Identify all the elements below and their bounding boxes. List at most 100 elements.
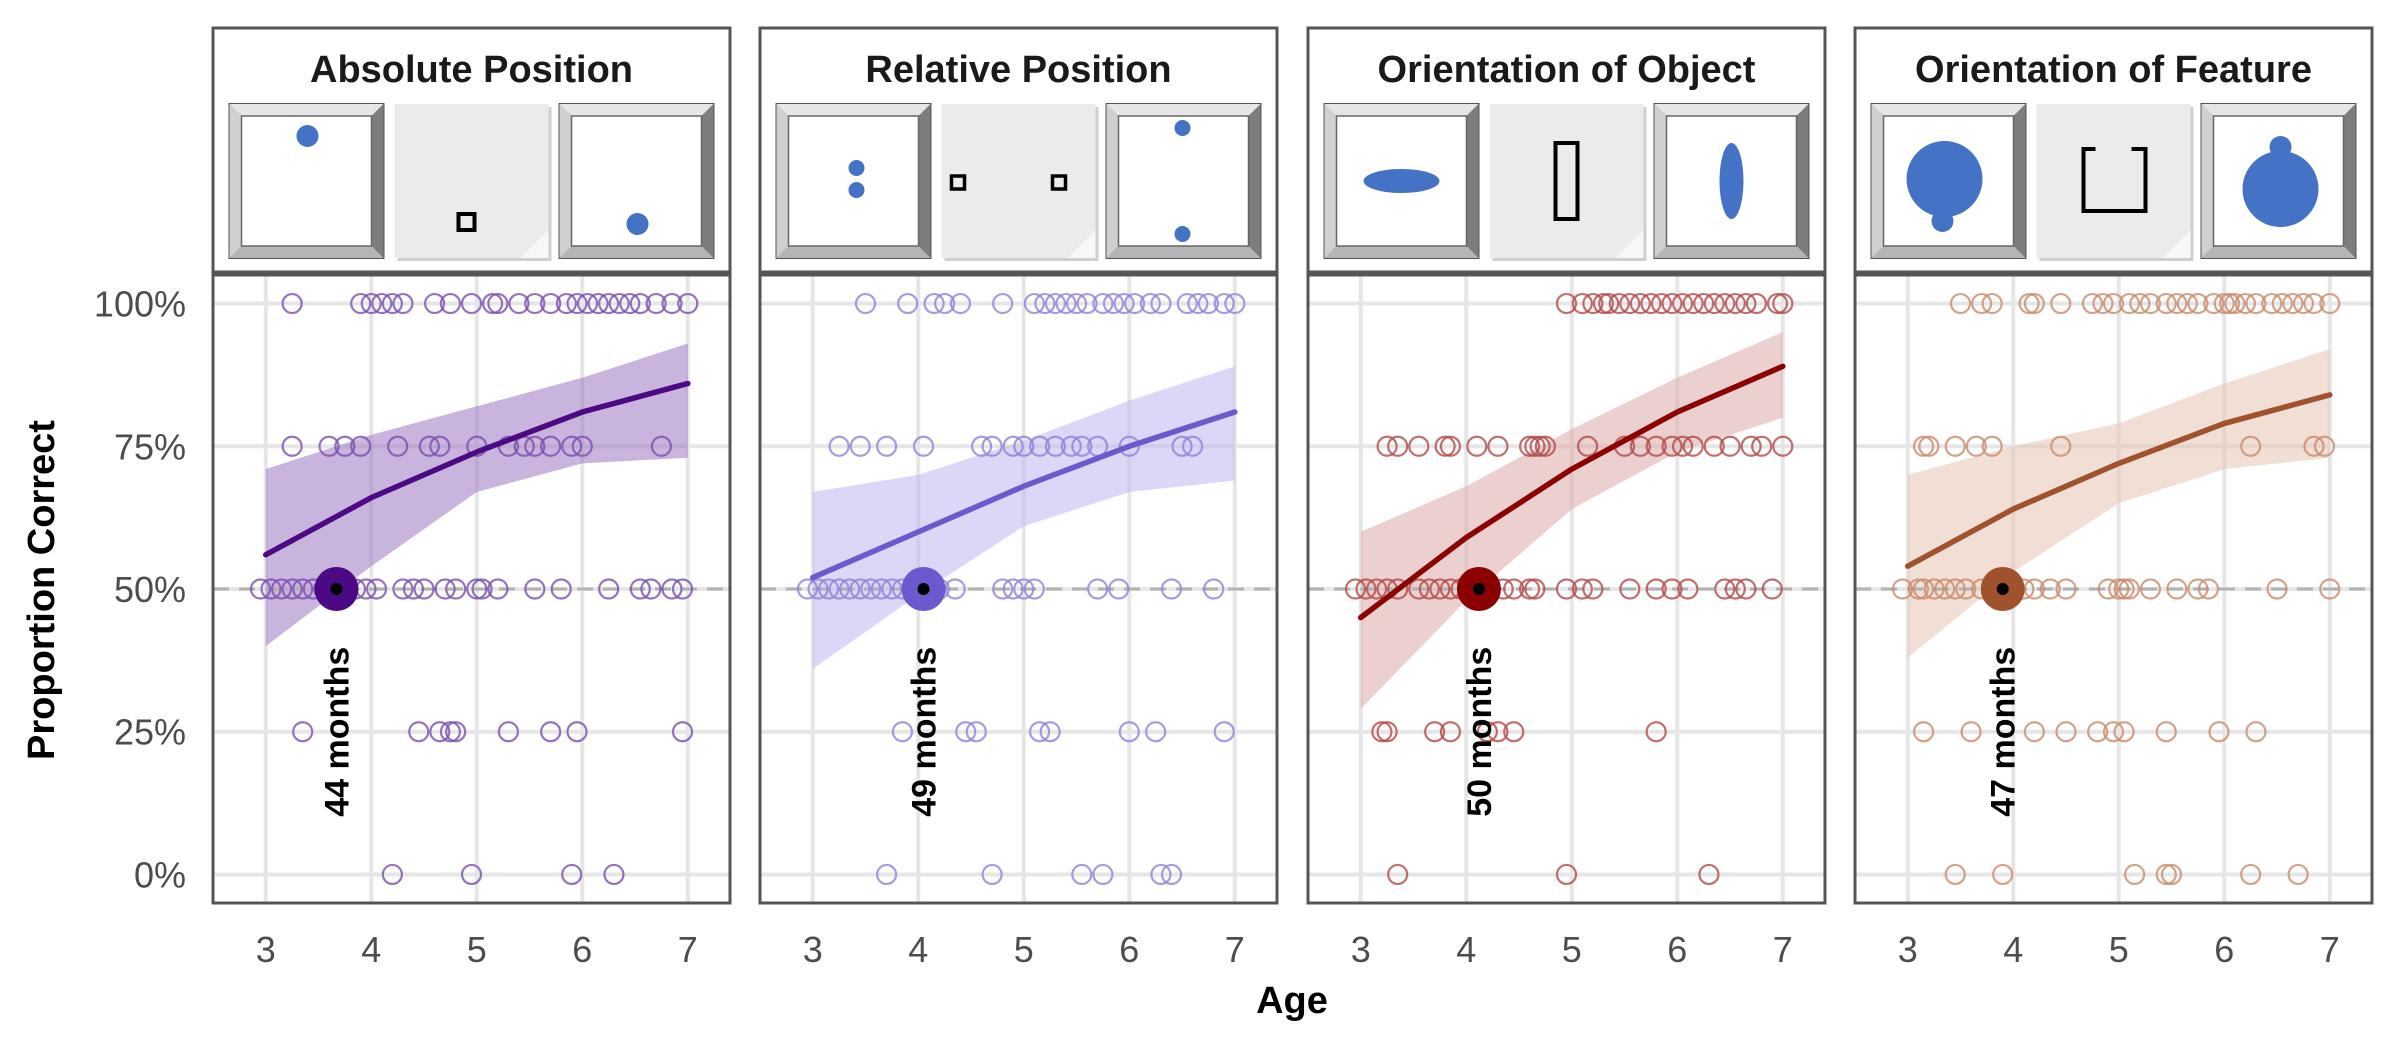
data-point [1923, 578, 1945, 600]
data-point [1735, 578, 1757, 600]
data-point [645, 292, 667, 315]
frame-bevel-left [2201, 104, 2214, 258]
data-point [497, 721, 520, 743]
data-point [891, 721, 914, 743]
data-point [1703, 292, 1725, 315]
data-point [2282, 292, 2304, 315]
data-point [2023, 292, 2045, 315]
fit-curve [1905, 392, 2333, 569]
data-point [439, 292, 461, 315]
panel-title: Absolute Position [310, 49, 633, 91]
x-tick-label: 4 [2003, 929, 2023, 970]
data-point [445, 578, 467, 600]
data-point [1949, 292, 1972, 315]
data-point [540, 435, 562, 457]
paper-sheet [941, 104, 1096, 258]
x-tick-label: 6 [572, 929, 592, 970]
data-point [2197, 578, 2220, 600]
data-point [650, 435, 673, 457]
x-tick-label: 5 [467, 929, 487, 970]
frame-bevel-left [559, 104, 572, 258]
data-point [1529, 435, 1551, 457]
data-point [429, 435, 451, 457]
data-point [2092, 292, 2114, 315]
panel-title: Orientation of Object [1378, 49, 1756, 91]
data-point [1118, 721, 1140, 743]
stimulus-icon [2036, 104, 2194, 261]
data-point [1719, 435, 1741, 457]
frame-bevel-right [2013, 104, 2026, 258]
data-point [2023, 721, 2045, 743]
x-tick-label: 6 [1119, 929, 1139, 970]
data-point [1145, 721, 1167, 743]
x-tick-label: 5 [1014, 929, 1034, 970]
data-point [1992, 863, 2014, 886]
blue-circle-icon [2242, 151, 2319, 227]
data-point [360, 292, 382, 315]
data-point [260, 578, 282, 600]
data-point [1955, 578, 1977, 600]
data-point [1912, 578, 1935, 600]
data-point [1224, 292, 1246, 315]
data-point [2303, 292, 2325, 315]
panel-title: Relative Position [865, 49, 1171, 91]
frame-bevel-bottom [776, 246, 931, 258]
data-point [1703, 435, 1725, 457]
data-point [1197, 292, 1220, 315]
data-point [2176, 292, 2198, 315]
data-point [1503, 578, 1525, 600]
data-point [1555, 578, 1578, 600]
data-point [2292, 292, 2315, 315]
data-point [408, 721, 430, 743]
data-point [1645, 721, 1667, 743]
data-point [1087, 578, 1109, 600]
frame-bevel-left [1106, 104, 1119, 258]
frame-bevel-top [1871, 104, 2026, 116]
blue-dot-icon [1174, 226, 1191, 242]
data-point [334, 435, 356, 457]
data-point [2261, 292, 2283, 315]
data-point [2050, 292, 2072, 315]
panels: 0% 25% 50% 75% 100% Absolute Position 3 4 5 6 7 44 … [94, 26, 2374, 970]
y-tick-label: 75% [114, 426, 186, 467]
data-point [1160, 863, 1183, 886]
data-point [524, 578, 546, 600]
data-point [1751, 435, 1773, 457]
fit-curve [263, 380, 691, 558]
y-tick-label: 25% [114, 712, 186, 753]
data-point [281, 435, 303, 457]
data-point [1598, 292, 1620, 315]
data-point [1918, 435, 1940, 457]
data-point [2319, 578, 2341, 600]
data-point [1013, 578, 1035, 600]
data-point [561, 863, 583, 886]
stimulus-icon [775, 103, 932, 259]
data-point [2081, 292, 2103, 315]
data-point [550, 578, 572, 600]
data-point [944, 578, 966, 600]
blue-dot-icon [296, 125, 319, 147]
panel: Absolute Position 3 4 5 6 7 44 months [211, 26, 732, 970]
target-square-icon [949, 174, 967, 191]
blue-circle-icon [1906, 141, 1983, 217]
frame-bevel-top [229, 104, 384, 116]
data-point [2018, 292, 2040, 315]
data-point [1176, 292, 1198, 315]
data-point [1645, 578, 1667, 600]
data-point [828, 435, 850, 457]
data-point [839, 578, 861, 600]
data-point [1060, 435, 1082, 457]
data-point [2313, 435, 2336, 457]
data-point [2187, 578, 2209, 600]
data-point [1355, 578, 1377, 600]
data-point [970, 435, 993, 457]
x-tick-label: 3 [803, 929, 823, 970]
y-tick-label: 100% [94, 284, 186, 325]
data-point [1661, 292, 1683, 315]
data-point [2187, 292, 2209, 315]
data-point [2097, 578, 2119, 600]
data-point [2155, 721, 2177, 743]
confidence-band [1360, 332, 1783, 709]
data-point [1123, 292, 1146, 315]
